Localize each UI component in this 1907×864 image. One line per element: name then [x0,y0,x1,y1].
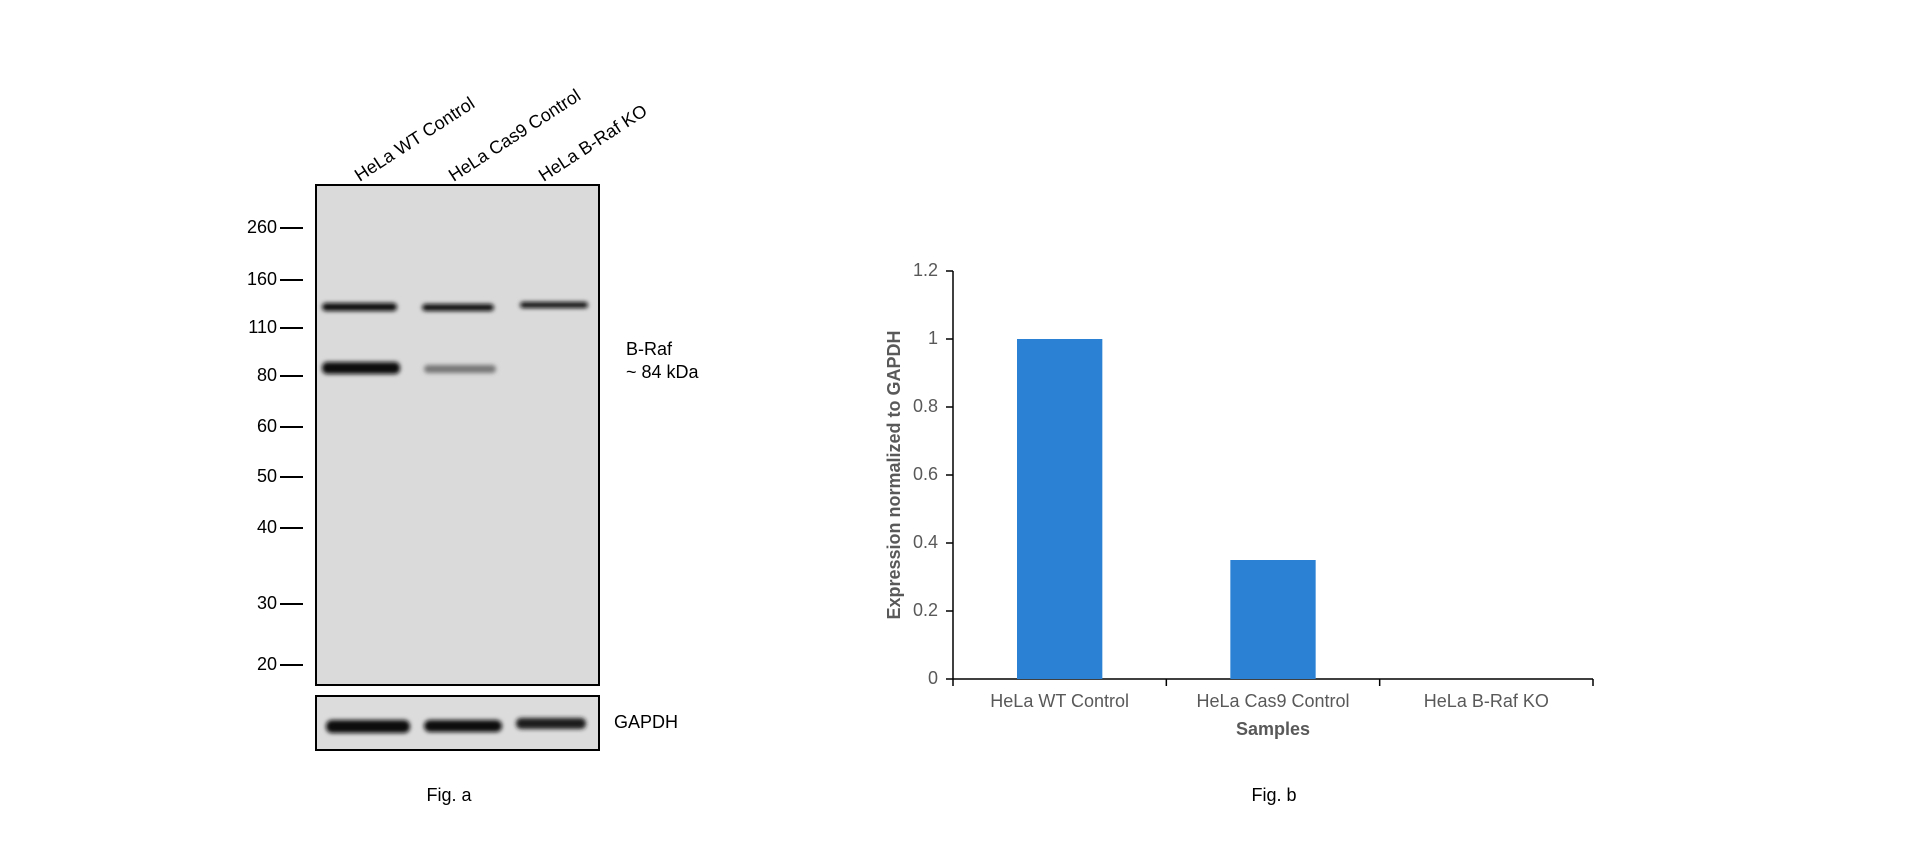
y-tick-label: 0.2 [913,600,938,620]
blot-panel [315,184,600,686]
marker-label: 160 [247,269,277,289]
y-tick-label: 0 [928,668,938,688]
marker-label: 260 [247,217,277,237]
y-tick-label: 0.4 [913,532,938,552]
band [424,720,502,732]
caption: Fig. a [426,785,472,805]
band [520,302,588,308]
y-tick-label: 0.6 [913,464,938,484]
marker-label: 60 [257,416,277,436]
x-tick-label: HeLa B-Raf KO [1424,691,1549,711]
band [322,362,400,374]
band [424,365,496,373]
bar-chart: Fig. b Samples Expression normalized to … [884,260,1594,805]
band [422,304,494,311]
band-size: ~ 84 kDa [626,362,700,382]
marker-label: 20 [257,654,277,674]
loading-control: GAPDH [614,712,678,732]
bar [1230,560,1316,679]
band [326,720,410,733]
marker-label: 50 [257,466,277,486]
x-tick-label: HeLa WT Control [990,691,1129,711]
band-label: B-Raf [626,339,673,359]
x-tick-label: HeLa Cas9 Control [1196,691,1349,711]
marker-label: 40 [257,517,277,537]
marker-label: 80 [257,365,277,385]
marker-label: 110 [248,317,277,337]
y-tick-label: 1 [928,328,938,348]
y-tick-label: 0.8 [913,396,938,416]
caption: Fig. b [1251,785,1296,805]
band [322,303,397,311]
y-tick-label: 1.2 [913,260,938,280]
bands [322,302,588,733]
band [516,718,586,729]
bar [1017,339,1103,679]
y-axis-label: Expression normalized to GAPDH [884,330,904,619]
marker-label: 30 [257,593,277,613]
x-axis-label: Samples [1236,719,1310,739]
